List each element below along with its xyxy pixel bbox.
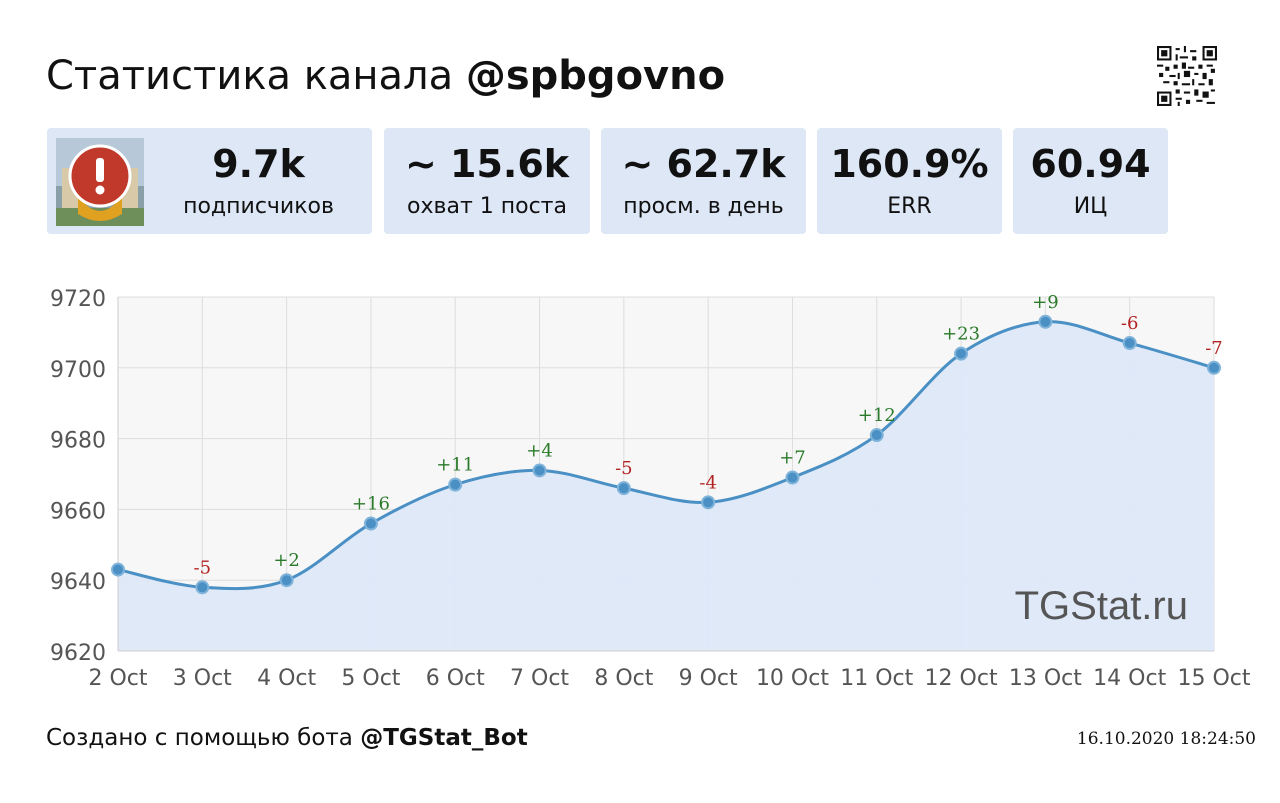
data-point (616, 481, 631, 496)
data-label: +7 (779, 448, 806, 469)
data-point (111, 562, 125, 577)
x-tick-label: 10 Oct (756, 666, 829, 691)
qr-code-icon (1157, 46, 1217, 106)
x-tick-label: 5 Oct (341, 666, 400, 691)
y-tick-label: 9640 (50, 570, 106, 595)
x-tick-label: 15 Oct (1177, 666, 1250, 691)
y-tick-label: 9680 (50, 429, 106, 454)
reach-value: ~ 15.6k (404, 142, 570, 186)
y-tick-label: 9620 (50, 641, 106, 666)
data-point (448, 477, 463, 492)
x-tick-label: 8 Oct (594, 666, 653, 691)
title-prefix: Статистика канала (46, 53, 454, 99)
page-title: Статистика канала @spbgovno (46, 50, 725, 102)
data-label: -5 (194, 557, 212, 578)
data-point (869, 428, 884, 443)
area-fill (118, 321, 1214, 651)
reach-card: ~ 15.6k охват 1 поста (384, 128, 590, 234)
subscribers-chart: -5 +2 +16 +11 +4 -5 -4 +7 +12 +23 +9 -6 -7 9620 9640 96… (50, 287, 1251, 691)
daily-views-card: ~ 62.7k просм. в день (601, 128, 806, 234)
data-point (954, 346, 969, 361)
data-label: -7 (1205, 338, 1223, 359)
x-tick-label: 14 Oct (1093, 666, 1166, 691)
data-point (1038, 314, 1053, 329)
data-label: +9 (1032, 292, 1059, 313)
x-tick-label: 13 Oct (1009, 666, 1082, 691)
data-label: +4 (526, 440, 553, 461)
x-tick-label: 3 Oct (173, 666, 232, 691)
citation-index-label: ИЦ (1073, 194, 1108, 219)
data-label: +2 (273, 550, 300, 571)
data-point (785, 470, 800, 485)
footer-timestamp: 16.10.2020 18:24:50 (1076, 729, 1256, 749)
citation-index-value: 60.94 (1030, 142, 1151, 186)
y-tick-label: 9720 (50, 287, 106, 312)
citation-index-card: 60.94 ИЦ (1013, 128, 1168, 234)
data-label: -6 (1121, 313, 1139, 334)
data-point (363, 516, 378, 531)
data-point (279, 573, 294, 588)
channel-handle: @spbgovno (465, 53, 726, 99)
x-tick-label: 2 Oct (88, 666, 147, 691)
reach-label: охват 1 поста (407, 194, 567, 219)
watermark: TGStat.ru (1015, 584, 1188, 628)
err-label: ERR (887, 194, 932, 219)
footer-created-text: Создано с помощью бота (46, 725, 353, 751)
data-label: +23 (942, 324, 980, 345)
channel-avatar (56, 138, 144, 226)
x-tick-label: 6 Oct (426, 666, 485, 691)
series-line (117, 320, 1215, 591)
subscribers-card: 9.7k подписчиков (47, 128, 372, 234)
footer-credit: Создано с помощью бота @TGStat_Bot (46, 722, 528, 754)
daily-views-value: ~ 62.7k (621, 142, 786, 186)
data-point (532, 463, 547, 478)
y-tick-label: 9660 (50, 499, 106, 524)
data-point (195, 580, 210, 595)
subscribers-value: 9.7k (212, 142, 305, 186)
footer-bot-link[interactable]: @TGStat_Bot (360, 725, 528, 751)
x-tick-label: 12 Oct (925, 666, 998, 691)
x-tick-label: 7 Oct (510, 666, 569, 691)
y-tick-label: 9700 (50, 358, 106, 383)
x-tick-label: 9 Oct (679, 666, 738, 691)
data-label: +16 (352, 494, 390, 515)
data-label: +12 (858, 405, 896, 426)
data-point (1207, 360, 1221, 375)
data-label: -4 (699, 472, 717, 493)
err-value: 160.9% (830, 142, 989, 186)
x-tick-label: 11 Oct (840, 666, 913, 691)
err-card: 160.9% ERR (817, 128, 1002, 234)
daily-views-label: просм. в день (623, 194, 784, 219)
x-tick-label: 4 Oct (257, 666, 316, 691)
data-label: -5 (615, 458, 633, 479)
data-point (701, 495, 716, 510)
subscribers-label: подписчиков (183, 194, 334, 219)
data-label: +11 (436, 455, 474, 476)
data-point (1122, 336, 1137, 351)
